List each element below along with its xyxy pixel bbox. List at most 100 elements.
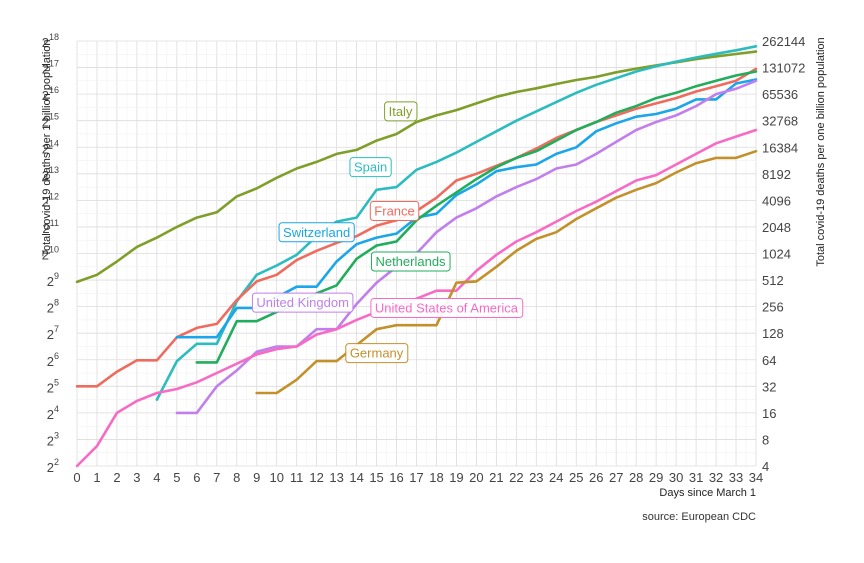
x-tick-label: 7 [213,470,220,485]
x-tick-label: 10 [269,470,283,485]
x-tick-label: 20 [469,470,483,485]
x-tick-label: 8 [233,470,240,485]
x-tick-label: 28 [629,470,643,485]
x-tick-label: 23 [529,470,543,485]
y-right-tick-label: 32768 [762,114,798,129]
series-label: France [369,201,420,221]
y-right-tick-label: 2048 [762,220,791,235]
y-right-tick-label: 64 [762,353,776,368]
x-tick-label: 11 [290,470,304,485]
y-right-tick-label: 256 [762,300,784,315]
y-left-tick-label: 217 [42,59,59,77]
y-right-tick-label: 131072 [762,61,805,76]
series-label-text: Germany [350,346,404,361]
x-tick-label: 24 [549,470,563,485]
series-labels: Italy Spain France Switzerland Netherlands Un… [251,101,524,364]
y-left-tick-label: 24 [47,404,59,422]
series-label: Spain [349,157,392,178]
y-left-tick-label: 26 [47,351,59,369]
y-left-tick-label: 214 [42,138,59,156]
y-left-tick-label: 25 [47,377,59,395]
y-right-tick-label: 512 [762,273,784,288]
series-label-text: Switzerland [283,225,350,240]
y-left-tick-labels: 22 23 24 25 26 27 28 29 210 211 212 213 214 215 216 217… [42,32,59,475]
y-right-axis-title: Total covid-19 deaths per one billion po… [815,37,827,266]
y-right-tick-label: 4096 [762,193,791,208]
series-label-text: United Kingdom [256,295,349,310]
x-tick-label: 0 [73,470,80,485]
series-label-text: United States of America [375,300,519,315]
series-label-text: Netherlands [375,254,446,269]
x-tick-label: 14 [349,470,363,485]
y-left-tick-label: 22 [47,457,59,475]
y-left-tick-label: 23 [47,430,59,448]
y-right-tick-labels: 4 8 16 32 64 128 256 512 1024 2048 4096 8192 16384 32… [762,34,805,474]
series-label: Italy [384,101,418,122]
series-label-text: Italy [389,104,413,119]
series-label-box [345,343,409,364]
x-tick-label: 29 [649,470,663,485]
series-line [175,79,758,415]
x-tick-label: 15 [369,470,383,485]
series-line [75,50,758,284]
y-left-tick-label: 28 [47,298,59,316]
x-tick-label: 5 [173,470,180,485]
y-right-tick-label: 8 [762,432,769,447]
y-right-tick-label: 16 [762,406,776,421]
y-left-axis-title: Total covid-19 deaths per 1 billion popu… [41,39,53,256]
x-tick-label: 17 [409,470,423,485]
x-tick-label: 4 [153,470,160,485]
grid [76,40,757,467]
source-caption: source: European CDC [642,511,756,523]
series-line [255,149,758,395]
y-right-tick-label: 128 [762,326,784,341]
x-tick-label: 34 [749,470,763,485]
x-axis-title: Days since March 1 [659,487,756,499]
y-right-tick-label: 16384 [762,140,798,155]
x-tick-label: 33 [729,470,743,485]
x-tick-label: 2 [113,470,120,485]
x-tick-label: 22 [509,470,523,485]
x-tick-label: 21 [489,470,503,485]
series-label: Netherlands [370,251,451,272]
x-tick-label: 9 [253,470,260,485]
series-label-box [278,222,355,243]
y-left-tick-label: 216 [42,85,59,103]
y-right-tick-label: 32 [762,379,776,394]
series-label-box [369,201,420,221]
x-tick-label: 19 [449,470,463,485]
series-label-box [384,101,418,122]
y-left-tick-label: 215 [42,112,59,130]
x-tick-label: 6 [193,470,200,485]
series-label: United Kingdom [251,292,354,313]
series-label-box [251,292,354,313]
x-tick-label: 25 [569,470,583,485]
y-right-tick-label: 1024 [762,247,791,262]
y-left-tick-label: 212 [42,191,59,209]
y-left-tick-label: 218 [42,32,59,50]
y-left-tick-label: 211 [42,218,59,236]
x-tick-label: 27 [609,470,623,485]
series-line [155,45,758,401]
x-tick-labels: 0 1 2 3 4 5 6 7 8 9 10 11 12 13 14 15 16 17 18 19 20 21 22 23 24… [73,470,763,485]
x-tick-label: 30 [669,470,683,485]
series-label-box [370,297,524,318]
y-right-tick-label: 262144 [762,34,805,49]
x-tick-label: 31 [689,470,703,485]
x-tick-label: 26 [589,470,603,485]
series-label-text: Spain [354,160,387,175]
series-label-text: France [374,204,414,219]
series-label: Germany [345,343,409,364]
series-label: Switzerland [278,222,355,243]
x-tick-label: 32 [709,470,723,485]
x-tick-label: 12 [309,470,323,485]
x-tick-label: 16 [389,470,403,485]
y-left-tick-label: 27 [47,324,59,342]
series-label-box [370,251,451,272]
series-label-box [349,157,392,178]
y-right-tick-label: 65536 [762,87,798,102]
x-tick-label: 1 [93,470,100,485]
series-label: United States of America [370,297,524,318]
x-tick-label: 13 [329,470,343,485]
